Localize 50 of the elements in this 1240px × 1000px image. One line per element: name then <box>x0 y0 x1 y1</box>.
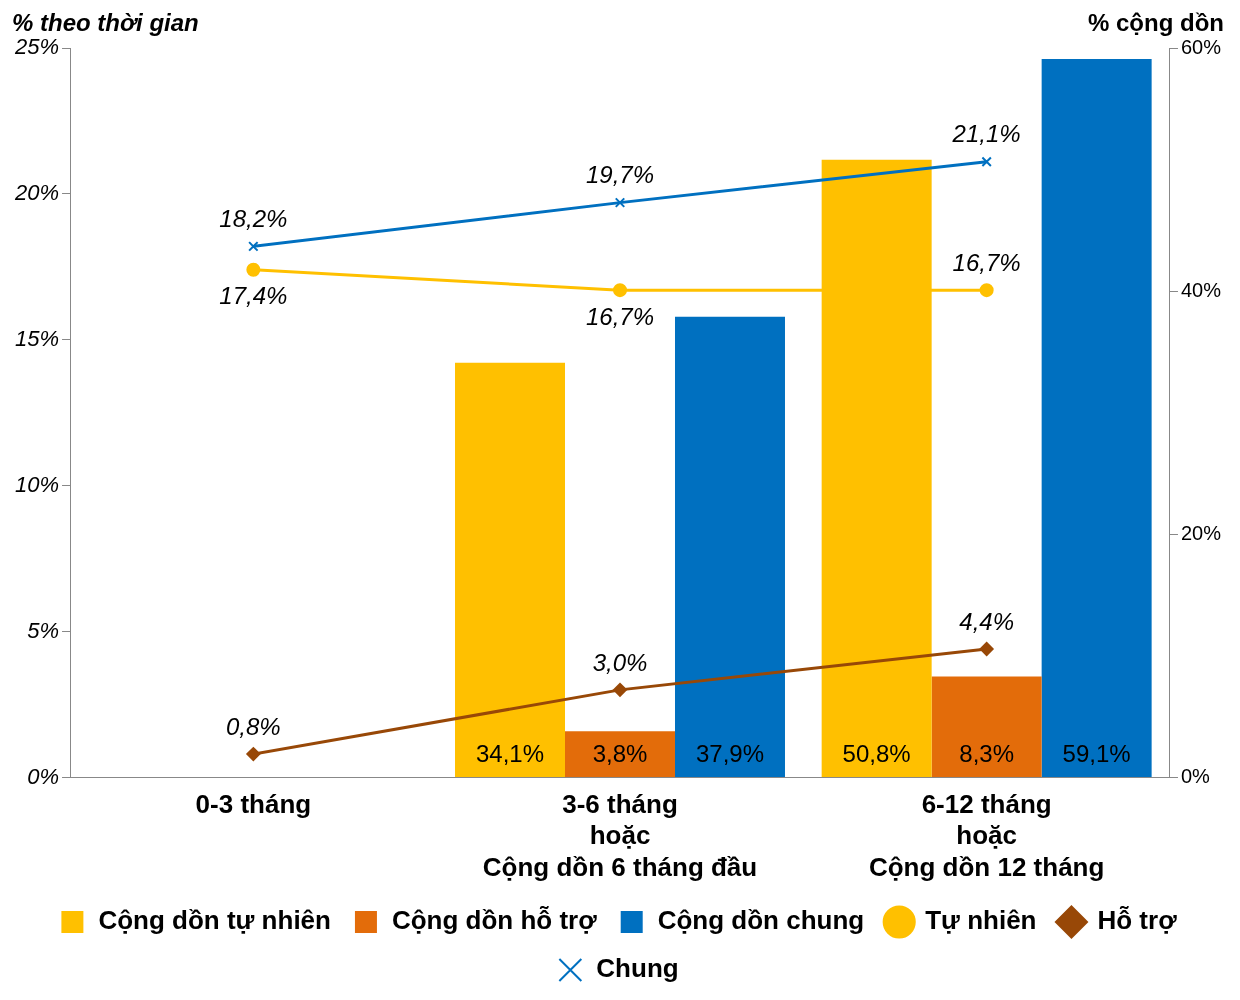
point <box>613 682 627 697</box>
data-label: 16,7% <box>952 248 1021 276</box>
data-label: 17,4% <box>219 282 288 310</box>
x-tick-label: 0-3 tháng <box>195 789 312 820</box>
data-label: 0,8% <box>226 712 281 740</box>
y-tick-label: 10% <box>14 471 60 497</box>
bar <box>675 316 785 777</box>
legend-label: Hỗ trợ <box>1097 905 1178 936</box>
x-tick-label: 6-12 tháng hoặc Cộng dồn 12 tháng <box>868 789 1105 882</box>
bar <box>931 676 1042 777</box>
point <box>979 642 994 657</box>
legend-label: Cộng dồn hỗ trợ <box>391 905 598 936</box>
data-label: 50,8% <box>842 739 911 767</box>
bar <box>565 731 675 777</box>
bar <box>1041 58 1152 777</box>
y2-tick-label: 0% <box>1180 764 1211 787</box>
legend-label: Cộng dồn chung <box>657 905 865 936</box>
point <box>981 156 992 168</box>
data-label: 8,3% <box>959 739 1014 767</box>
data-label: 59,1% <box>1062 739 1131 767</box>
x-tick-label: 3-6 tháng hoặc Cộng dồn 6 tháng đầu <box>482 789 758 882</box>
y-tick-label: 0% <box>27 763 60 789</box>
legend-label: Chung <box>596 953 679 984</box>
bar <box>455 362 566 777</box>
point <box>246 262 261 277</box>
y-tick-label: 5% <box>27 617 60 643</box>
y-tick-label: 15% <box>14 325 60 351</box>
data-label: 18,2% <box>219 205 288 233</box>
point <box>613 283 627 298</box>
legend-label: Tự nhiên <box>925 905 1037 936</box>
data-label: 19,7% <box>585 161 655 189</box>
y2-tick-label: 40% <box>1180 278 1222 301</box>
legend-label: Cộng dồn tự nhiên <box>98 905 331 936</box>
point <box>614 197 626 208</box>
data-label: 37,9% <box>695 739 765 767</box>
y2-axis-title: % cộng dồn <box>1088 8 1224 36</box>
point <box>979 283 994 298</box>
y-tick-label: 25% <box>13 34 60 60</box>
point <box>248 241 259 252</box>
data-label: 16,7% <box>585 302 655 330</box>
y2-tick-label: 20% <box>1180 521 1222 544</box>
data-label: 3,0% <box>592 648 648 676</box>
data-label: 21,1% <box>951 120 1021 148</box>
point <box>246 747 261 762</box>
y2-tick-label: 60% <box>1180 35 1222 58</box>
y-tick-label: 20% <box>13 180 60 206</box>
data-label: 34,1% <box>475 739 545 767</box>
data-label: 4,4% <box>959 607 1014 635</box>
data-label: 3,8% <box>592 739 648 767</box>
y-axis-title: % theo thời gian <box>12 8 199 36</box>
